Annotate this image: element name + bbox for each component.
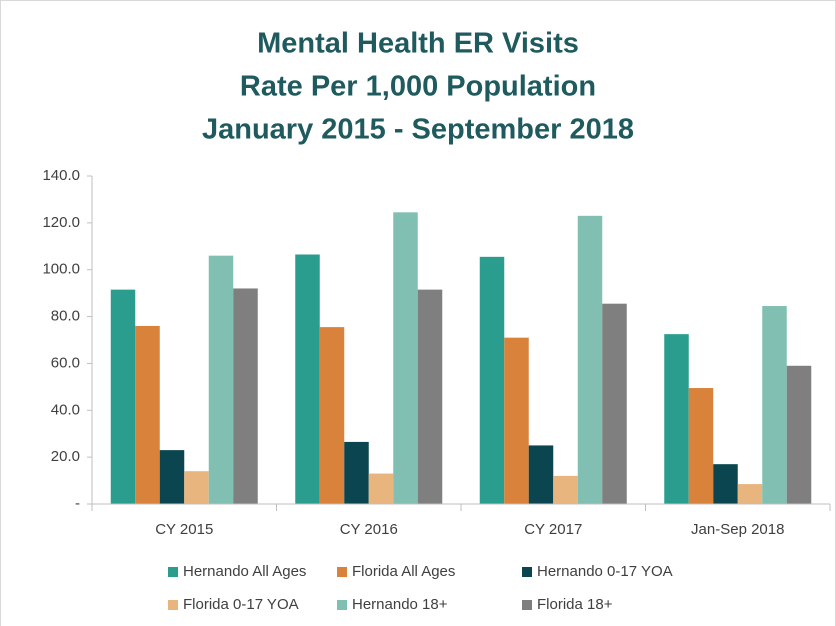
bar <box>295 254 320 504</box>
bar <box>233 288 258 504</box>
y-tick-label: 100.0 <box>42 261 80 278</box>
legend-label: Florida 18+ <box>537 596 613 613</box>
y-tick-label: 40.0 <box>51 401 80 418</box>
bar <box>762 306 787 504</box>
x-tick-label: Jan-Sep 2018 <box>691 521 784 538</box>
legend-label: Hernando 0-17 YOA <box>537 563 673 580</box>
bar <box>344 441 369 504</box>
chart-title: Mental Health ER Visits <box>257 28 579 60</box>
bar <box>688 388 714 504</box>
chart-title: January 2015 - September 2018 <box>202 114 634 146</box>
legend-swatch <box>337 567 347 577</box>
bar <box>208 255 234 504</box>
legend-swatch <box>337 600 347 610</box>
legend-swatch <box>168 600 178 610</box>
y-tick-label: 20.0 <box>51 448 80 465</box>
bar <box>417 289 443 504</box>
legend-label: Florida All Ages <box>352 563 455 580</box>
y-tick-label: 60.0 <box>51 354 80 371</box>
bar <box>110 289 136 504</box>
bar <box>479 256 505 504</box>
bar <box>713 464 738 504</box>
x-tick-label: CY 2016 <box>340 521 398 538</box>
y-tick-label: 120.0 <box>42 214 80 231</box>
bar <box>602 303 627 504</box>
legend-swatch <box>522 600 532 610</box>
bar <box>368 473 394 504</box>
legend-swatch <box>168 567 178 577</box>
y-tick-label: 80.0 <box>51 308 80 325</box>
bar <box>577 215 603 505</box>
legend-label: Hernando All Ages <box>183 563 306 580</box>
bar <box>184 471 209 504</box>
bar <box>159 450 185 504</box>
bar <box>737 484 763 504</box>
bar <box>553 475 578 504</box>
y-tick-label: 140.0 <box>42 167 80 184</box>
bar <box>393 212 418 505</box>
bar <box>319 327 345 504</box>
x-tick-label: CY 2015 <box>155 521 213 538</box>
legend-label: Florida 0-17 YOA <box>183 596 299 613</box>
y-tick-label: - <box>75 495 80 512</box>
bar <box>664 334 689 504</box>
x-tick-label: CY 2017 <box>524 521 582 538</box>
bar <box>528 445 554 504</box>
legend-label: Hernando 18+ <box>352 596 448 613</box>
chart-title: Rate Per 1,000 Population <box>240 71 596 103</box>
legend-swatch <box>522 567 532 577</box>
bar <box>135 325 160 504</box>
bar <box>786 365 812 504</box>
bar <box>504 337 529 504</box>
